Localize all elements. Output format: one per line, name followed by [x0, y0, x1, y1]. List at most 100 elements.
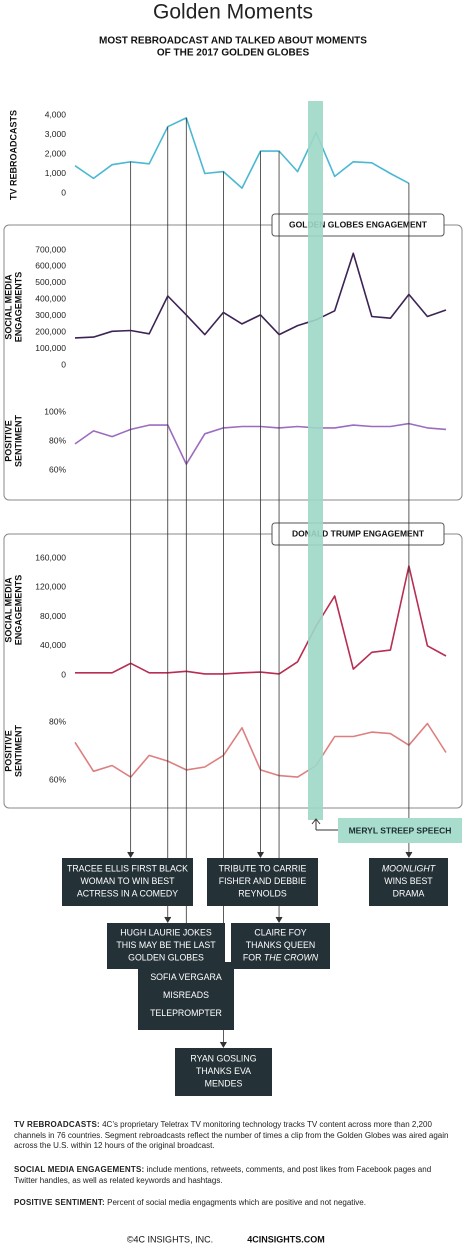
- y-tick-label: 60%: [49, 774, 66, 784]
- note-text: include mentions, retweets, comments, an…: [14, 1165, 432, 1185]
- callout-text: WOMAN TO WIN BEST: [81, 876, 176, 886]
- callout-segment: THANKS QUEEN: [246, 940, 315, 950]
- callout-text: DRAMA: [393, 889, 425, 899]
- callout-box: [138, 962, 234, 1030]
- callout-text: WINS BEST: [384, 876, 433, 886]
- section-frame: [3, 224, 463, 501]
- title: Golden Moments: [153, 1, 313, 24]
- callout-text: ACTRESS IN A COMEDY: [77, 889, 178, 899]
- pointer-arrow: [219, 1041, 227, 1048]
- callout-segment: SOFIA VERGARA: [150, 972, 222, 982]
- y-axis-title: SENTIMENT: [13, 415, 23, 468]
- y-tick-label: 700,000: [35, 244, 66, 254]
- highlight-box: [338, 818, 462, 843]
- section-label: DONALD TRUMP ENGAGEMENT: [292, 528, 425, 538]
- y-tick-label: 100%: [44, 406, 66, 416]
- callout-box: [107, 923, 225, 969]
- callout-text: HUGH LAURIE JOKES: [120, 928, 212, 938]
- subtitle: OF THE 2017 GOLDEN GLOBES: [157, 48, 310, 59]
- section-frame: [3, 533, 463, 809]
- highlight-arrow: [311, 818, 338, 831]
- highlight-label: MERYL STREEP SPEECH: [349, 825, 452, 835]
- callout-segment: MENDES: [205, 1079, 243, 1089]
- y-axis-title: SOCIAL MEDIA: [3, 577, 13, 643]
- callout-segment: THIS MAY BE THE LAST: [116, 940, 216, 950]
- callout-segment: FISHER AND DEBBIE: [219, 876, 307, 886]
- callout-segment: WINS BEST: [384, 876, 433, 886]
- y-tick-label: 0: [61, 669, 66, 679]
- callout-text: THIS MAY BE THE LAST: [116, 940, 216, 950]
- callout-segment: ACTRESS IN A COMEDY: [77, 889, 178, 899]
- y-tick-label: 0: [61, 187, 66, 197]
- callout-box: [62, 858, 193, 906]
- note-term: POSITIVE SENTIMENT:: [14, 1198, 105, 1207]
- callout-text: FISHER AND DEBBIE: [219, 876, 307, 886]
- callout-text: THANKS QUEEN: [246, 940, 315, 950]
- callout-segment: THE CROWN: [264, 953, 319, 963]
- pointer-arrow: [164, 916, 172, 923]
- y-tick-label: 80%: [49, 435, 66, 445]
- callout-segment: WOMAN TO WIN BEST: [81, 876, 176, 886]
- callout-box: [369, 858, 448, 906]
- y-tick-label: 1,000: [45, 168, 67, 178]
- pointer-arrow: [275, 916, 283, 923]
- y-axis-title: ENGAGEMENTS: [13, 272, 23, 343]
- callout-segment: REYNOLDS: [238, 889, 287, 899]
- callout-text: TRACEE ELLIS FIRST BLACK: [67, 864, 188, 874]
- data-line: [74, 117, 410, 189]
- callout-text: GOLDEN GLOBES: [128, 953, 204, 963]
- pointer-arrow: [405, 851, 413, 858]
- callout-text: MISREADS: [163, 990, 209, 1000]
- pointer-arrow: [257, 851, 264, 858]
- footer-link: 4CINSIGHTS.COM: [247, 1234, 325, 1244]
- callout-box: [175, 1048, 272, 1096]
- callout-text: RYAN GOSLING: [190, 1054, 256, 1064]
- callout-text: REYNOLDS: [238, 889, 287, 899]
- section-label: GOLDEN GLOBES ENGAGEMENT: [289, 219, 428, 229]
- pointer-arrow: [127, 851, 135, 858]
- callout-segment: HUGH LAURIE JOKES: [120, 928, 212, 938]
- y-tick-label: 80,000: [40, 611, 66, 621]
- footer-credit: ©4C INSIGHTS, INC.: [127, 1234, 213, 1244]
- y-tick-label: 60%: [49, 464, 66, 474]
- callout-text: SOFIA VERGARA: [150, 972, 222, 982]
- callout-text: MENDES: [205, 1079, 243, 1089]
- callout-segment: MOONLIGHT: [382, 864, 436, 874]
- y-tick-label: 2,000: [45, 148, 67, 158]
- y-axis-title: POSITIVE: [3, 420, 13, 462]
- y-tick-label: 500,000: [35, 277, 66, 287]
- note-text: Percent of social media engagments which…: [104, 1198, 366, 1207]
- callout-segment: RYAN GOSLING: [190, 1054, 256, 1064]
- y-tick-label: 300,000: [35, 310, 66, 320]
- callout-segment: TRACEE ELLIS FIRST BLACK: [67, 864, 188, 874]
- y-tick-label: 40,000: [40, 640, 66, 650]
- note-text: 4C’s proprietary Teletrax TV monitoring …: [14, 1120, 449, 1150]
- callout-text: MOONLIGHT: [382, 864, 436, 874]
- callout-segment: CLAIRE FOY: [254, 928, 306, 938]
- y-axis-title: POSITIVE: [3, 730, 13, 772]
- callout-segment: DRAMA: [393, 889, 425, 899]
- y-tick-label: 400,000: [35, 294, 66, 304]
- callout-segment: TRIBUTE TO CARRIE: [219, 864, 307, 874]
- note-term: SOCIAL MEDIA ENGAGEMENTS:: [14, 1165, 145, 1174]
- callout-text: THANKS EVA: [196, 1066, 251, 1076]
- y-tick-label: 160,000: [35, 552, 66, 562]
- callout-segment: GOLDEN GLOBES: [128, 953, 204, 963]
- callout-text: TELEPROMPTER: [150, 1008, 222, 1018]
- y-tick-label: 100,000: [35, 343, 66, 353]
- subtitle: MOST REBROADCAST AND TALKED ABOUT MOMENT…: [99, 36, 367, 47]
- y-axis-title: SOCIAL MEDIA: [3, 274, 13, 340]
- y-axis-title: TV REBROADCASTS: [8, 110, 18, 200]
- callout-text: TRIBUTE TO CARRIE: [219, 864, 307, 874]
- note-term: TV REBROADCASTS:: [14, 1120, 100, 1129]
- callout-segment: FOR: [243, 953, 264, 963]
- y-tick-label: 3,000: [45, 129, 67, 139]
- y-tick-label: 4,000: [45, 109, 67, 119]
- highlight-band: [308, 101, 323, 820]
- y-tick-label: 600,000: [35, 261, 66, 271]
- note: SOCIAL MEDIA ENGAGEMENTS: include mentio…: [14, 1165, 454, 1186]
- callout-segment: THANKS EVA: [196, 1066, 251, 1076]
- y-tick-label: 200,000: [35, 326, 66, 336]
- y-tick-label: 120,000: [35, 582, 66, 592]
